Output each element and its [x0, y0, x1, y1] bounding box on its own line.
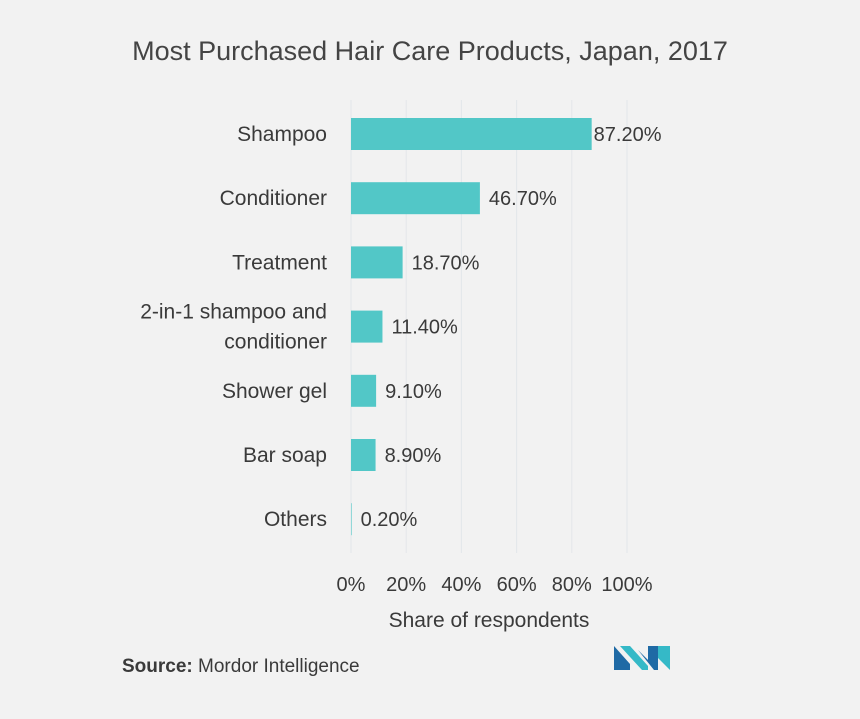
value-label-4: 9.10%	[385, 381, 442, 403]
category-label-4: Shower gel	[222, 380, 327, 403]
category-label-6: Others	[264, 508, 327, 531]
bar-4	[351, 374, 377, 407]
logo-left-shape	[614, 646, 630, 670]
value-label-6: 0.20%	[361, 509, 418, 531]
bar-6	[351, 503, 352, 536]
value-label-1: 46.70%	[489, 188, 557, 210]
value-label-3: 11.40%	[391, 317, 458, 339]
chart-title: Most Purchased Hair Care Products, Japan…	[132, 36, 728, 66]
logo-middle-shape	[620, 646, 648, 670]
x-tick-label-5: 100%	[601, 574, 652, 596]
category-label-3-line-0: 2-in-1 shampoo and	[140, 301, 327, 324]
category-label-3-line-1: conditioner	[224, 331, 327, 354]
bar-0	[351, 118, 592, 150]
category-label-2: Treatment	[232, 251, 327, 274]
bar-2	[351, 246, 403, 279]
x-tick-label-0: 0%	[337, 574, 366, 596]
value-label-5: 8.90%	[385, 445, 442, 467]
source-label: Source:	[122, 656, 193, 677]
x-tick-label-1: 20%	[386, 574, 426, 596]
bar-5	[351, 439, 376, 471]
source-text: Mordor Intelligence	[198, 656, 360, 677]
x-tick-label-2: 40%	[441, 574, 481, 596]
value-label-2: 18.70%	[412, 252, 480, 274]
bar-1	[351, 182, 480, 215]
category-label-1: Conditioner	[220, 187, 327, 210]
category-label-5: Bar soap	[243, 444, 327, 467]
logo-right-accent	[658, 646, 670, 670]
category-label-0: Shampoo	[237, 123, 327, 146]
x-axis-label: Share of respondents	[389, 609, 590, 632]
source-note: Source: Mordor Intelligence	[122, 656, 360, 678]
bar-3	[351, 310, 383, 343]
x-tick-label-3: 60%	[497, 574, 537, 596]
value-label-0: 87.20%	[594, 124, 662, 146]
logo-right-shape	[638, 646, 658, 670]
x-tick-label-4: 80%	[552, 574, 592, 596]
mordor-intelligence-logo-icon	[614, 646, 670, 670]
